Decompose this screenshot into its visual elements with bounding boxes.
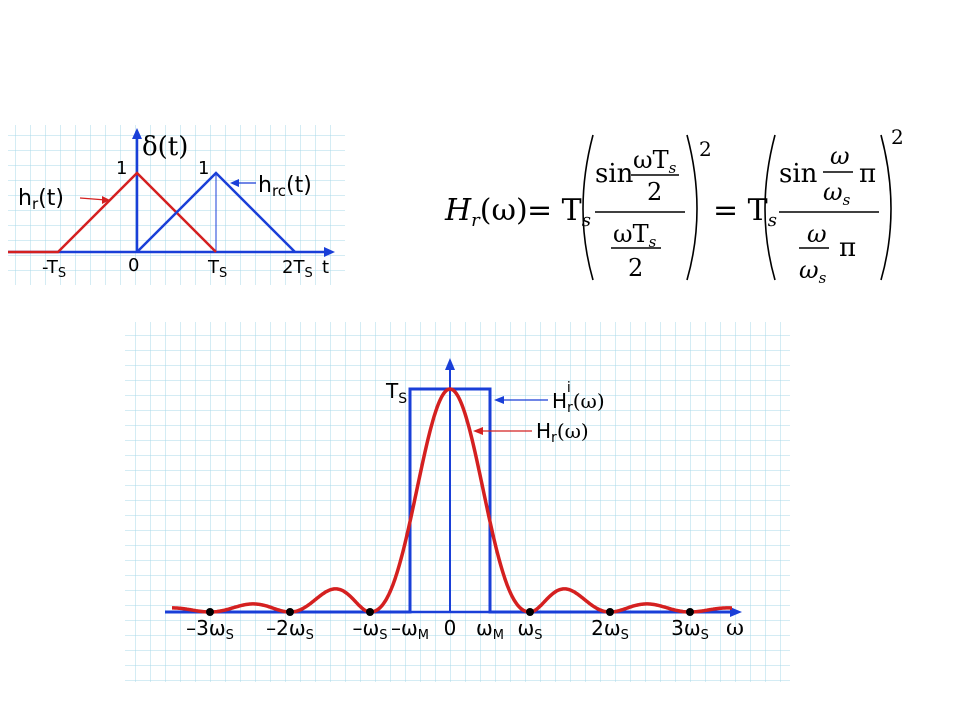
zero-dot [606, 608, 614, 616]
time-axis-arrow [324, 247, 335, 257]
peak-one-left: 1 [116, 158, 127, 179]
den-two: 2 [628, 254, 643, 282]
den-omega-s-2: ωs [799, 256, 827, 287]
hr-freq-label: Hr(ω) [536, 419, 589, 446]
omega-tick-label: –3ωS [186, 616, 234, 643]
ts-label: TS [385, 379, 407, 407]
frequency-domain-plot: TS Hri(ω) Hr(ω) –3ωS –2ωS –ωS –ωM 0 ωM ωS 2ωS 3ω… [125, 322, 790, 682]
frequency-domain-panel: TS Hri(ω) Hr(ω) –3ωS –2ωS –ωS –ωM 0 ωM ωS 2ωS 3ω… [120, 320, 795, 685]
zero-dot [526, 608, 534, 616]
pi-2: π [839, 233, 856, 263]
tick-ts: TS [207, 257, 227, 281]
den-omega-s-1: ωs [823, 178, 851, 209]
omega-tick-label: 2ωS [591, 616, 629, 643]
num-two: 2 [647, 178, 662, 206]
den-omega: ω [807, 220, 827, 248]
tick-zero: 0 [128, 255, 139, 276]
hri-label: Hri(ω) [552, 380, 605, 416]
num-omega: ω [830, 142, 850, 170]
time-domain-panel: δ(t) 1 1 hr(t) hrc(t) -TS 0 TS 2TS t [0, 120, 350, 290]
omega-tick-label: 3ωS [671, 616, 709, 643]
peak-one-right: 1 [198, 158, 209, 179]
omega-tick-label: –2ωS [266, 616, 314, 643]
omega-tick-labels: –3ωS –2ωS –ωS –ωM 0 ωM ωS 2ωS 3ωS [186, 616, 709, 643]
right-paren-2 [880, 134, 892, 281]
omega-tick-label: ωS [518, 616, 543, 643]
zero-crossing-dots [206, 608, 694, 616]
grid-background [8, 125, 345, 285]
sin-1: sin [595, 159, 634, 189]
hrc-triangle [136, 171, 296, 253]
zero-dot [366, 608, 374, 616]
delta-label: δ(t) [142, 132, 188, 162]
zero-dot [286, 608, 294, 616]
sin-2: sin [779, 159, 818, 189]
delta-impulse-arrow [132, 128, 142, 139]
pi-1: π [859, 159, 876, 189]
axis-t-label: t [322, 257, 329, 278]
formula-eq2: = Ts [713, 193, 777, 231]
hr-formula: Hr(ω) = Ts 2 sin ωTs 2 ωTs 2 = Ts 2 sin … [444, 125, 904, 287]
hrc-pointer-arrow [230, 179, 239, 187]
exponent-2: 2 [891, 125, 904, 149]
tick-neg-ts: -TS [42, 257, 66, 281]
hrc-legend: hrc(t) [230, 173, 312, 200]
omega-axis-arrow [730, 607, 742, 617]
omega-tick-label: –ωM [391, 616, 429, 643]
omega-tick-label: –ωS [353, 616, 388, 643]
zero-dot [206, 608, 214, 616]
hr-sinc-curve [172, 387, 732, 614]
formula-panel: Hr(ω) = Ts 2 sin ωTs 2 ωTs 2 = Ts 2 sin … [435, 120, 905, 290]
hri-legend: Hri(ω) [494, 380, 605, 416]
hr-legend: Hr(ω) [473, 419, 589, 446]
den-omega-ts: ωTs [613, 220, 657, 251]
left-paren-2 [764, 134, 776, 281]
left-paren-1 [582, 134, 594, 281]
hri-pointer-arrow [494, 396, 504, 404]
omega-tick-label: ωM [476, 616, 504, 643]
hr-label: hr(t) [18, 186, 64, 213]
grid-background [125, 322, 790, 682]
num-omega-ts: ωTs [633, 146, 677, 177]
formula-eq1: = Ts [527, 193, 591, 231]
tick-2ts: 2TS [282, 257, 313, 281]
axis-omega-label: ω [726, 616, 744, 641]
hr-pointer [79, 197, 107, 201]
vertical-axis-arrow [445, 358, 455, 370]
hr-legend: hr(t) [18, 186, 110, 213]
right-paren-1 [686, 134, 698, 281]
zero-dot [686, 608, 694, 616]
exponent-1: 2 [699, 137, 712, 161]
hrc-label: hrc(t) [258, 173, 312, 200]
hr-pointer-arrow [102, 196, 110, 204]
omega-tick-label: 0 [444, 616, 457, 640]
hr-pointer-arrow [473, 427, 483, 435]
formula-lhs: Hr(ω) [444, 193, 528, 231]
time-domain-plot: δ(t) 1 1 hr(t) hrc(t) -TS 0 TS 2TS t [8, 125, 345, 285]
